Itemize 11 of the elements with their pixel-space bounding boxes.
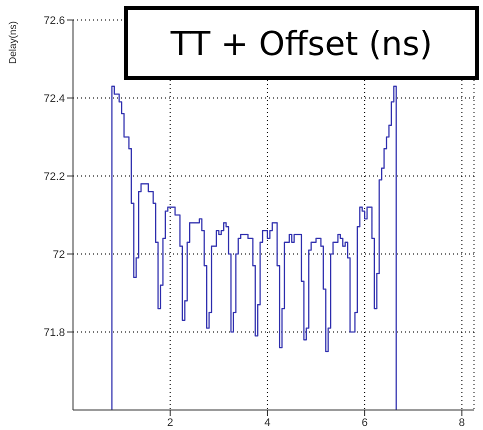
x-tick-label: 8 xyxy=(458,416,465,429)
y-axis-title: Delay(ns) xyxy=(8,20,19,64)
y-tick-label: 72 xyxy=(52,248,65,261)
x-tick-label: 6 xyxy=(362,416,368,429)
y-tick-label: 71.8 xyxy=(44,326,65,339)
x-tick-label: 2 xyxy=(167,416,174,429)
y-tick-label: 72.4 xyxy=(44,92,65,105)
chart-title: TT + Offset (ns) xyxy=(124,6,479,80)
y-tick-label: 72.2 xyxy=(44,170,65,183)
y-tick-label: 72.6 xyxy=(44,14,65,27)
x-tick-label: 4 xyxy=(264,416,270,429)
